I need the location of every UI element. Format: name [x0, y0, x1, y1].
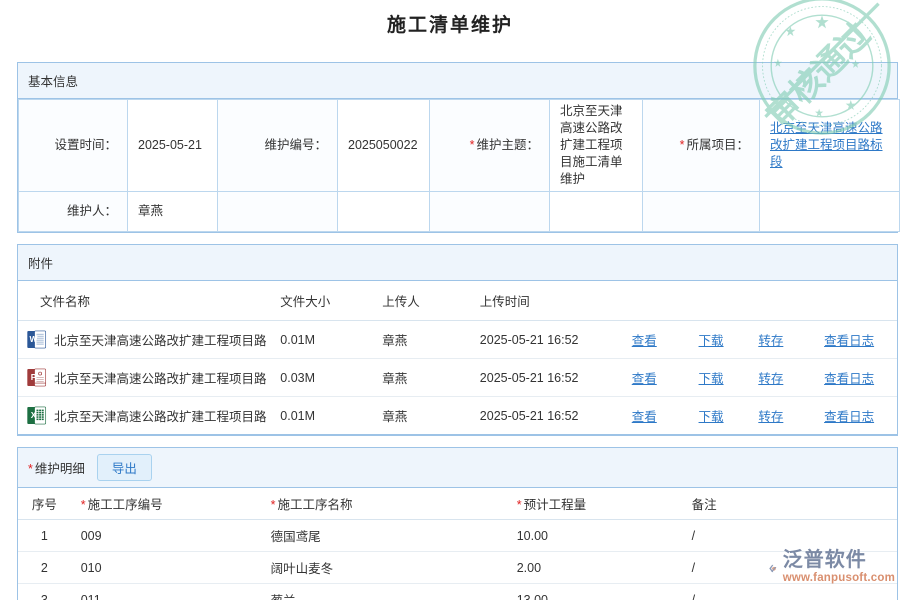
svg-text:W: W [30, 334, 39, 344]
svg-text:P: P [31, 372, 37, 382]
svg-text:X: X [31, 410, 37, 420]
